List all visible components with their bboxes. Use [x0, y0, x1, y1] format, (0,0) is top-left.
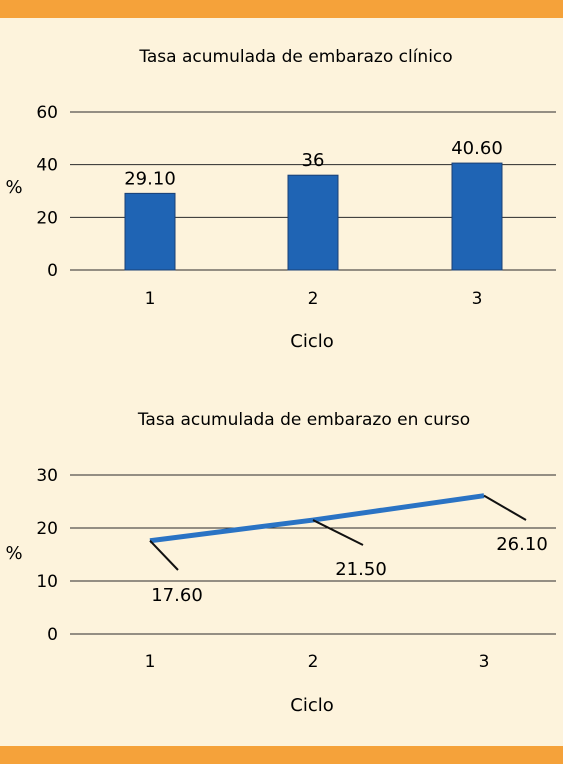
- y-tick-label: 20: [36, 208, 58, 228]
- point-value-label: 17.60: [151, 585, 203, 606]
- clinical-pregnancy-chart: Tasa acumulada de embarazo clínico 0 20 40…: [5, 47, 556, 352]
- y-tick-label: 60: [36, 103, 58, 123]
- x-tick-label: 2: [308, 289, 319, 309]
- bar: [451, 162, 503, 271]
- y-tick-label: 0: [47, 261, 58, 281]
- label-leader-line: [149, 540, 179, 571]
- label-leader-line: [483, 494, 527, 521]
- bar: [124, 192, 176, 271]
- bar-value-label: 29.10: [124, 168, 176, 189]
- bar-value-label: 36: [302, 150, 325, 171]
- label-leader-line: [312, 519, 364, 546]
- bar-value-label: 40.60: [451, 138, 503, 159]
- bottom-band: [0, 746, 563, 764]
- x-tick-label: 1: [145, 289, 156, 309]
- x-tick-label: 1: [145, 652, 156, 672]
- y-tick-label: 10: [36, 572, 58, 592]
- y-tick-label: 20: [36, 519, 58, 539]
- top-band: [0, 0, 563, 18]
- x-tick-label: 2: [308, 652, 319, 672]
- chart2-ylabel: %: [5, 543, 22, 564]
- chart2-xlabel: Ciclo: [290, 695, 333, 716]
- chart2-title: Tasa acumulada de embarazo en curso: [137, 410, 470, 430]
- bar: [287, 174, 339, 271]
- chart1-title: Tasa acumulada de embarazo clínico: [138, 47, 452, 67]
- chart1-xlabel: Ciclo: [290, 331, 333, 352]
- x-tick-label: 3: [472, 289, 483, 309]
- y-tick-label: 30: [36, 466, 58, 486]
- point-value-label: 21.50: [335, 559, 387, 580]
- ongoing-pregnancy-chart: Tasa acumulada de embarazo en curso 0 10 2…: [5, 410, 556, 716]
- chart1-ylabel: %: [5, 177, 22, 198]
- y-tick-label: 0: [47, 625, 58, 645]
- series-line: [149, 493, 485, 544]
- y-tick-label: 40: [36, 156, 58, 176]
- x-tick-label: 3: [479, 652, 490, 672]
- point-value-label: 26.10: [496, 534, 548, 555]
